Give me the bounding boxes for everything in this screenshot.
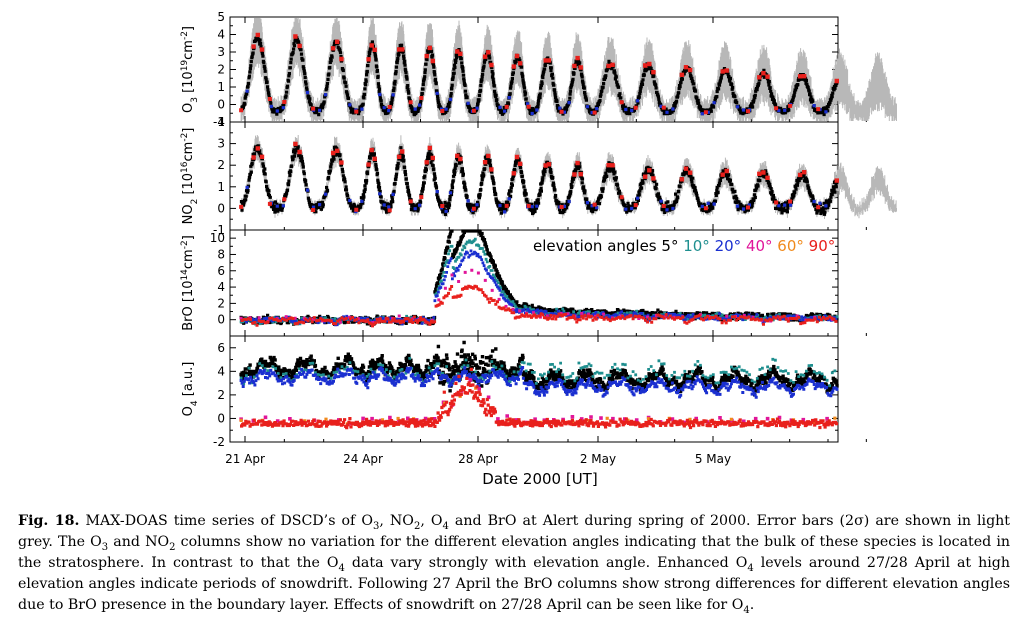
- y-tick-label: 2: [217, 388, 225, 402]
- y-title-sup2: -2: [180, 240, 190, 249]
- y-tick-label: -1: [213, 115, 225, 129]
- y-title-rest: [a.u.]: [181, 362, 196, 401]
- y-tick-label: 2: [217, 296, 225, 310]
- y-axis-title-o3: O3 [1019cm-2]: [180, 26, 200, 113]
- x-axis: 21 Apr 24 Apr 28 Apr 2 May 5 May Date 2000 [U…: [225, 452, 731, 488]
- y-tick-label: 6: [217, 264, 225, 278]
- y-tick-label: 4: [217, 280, 225, 294]
- legend-entry-60deg: 60°: [777, 237, 808, 255]
- legend-entry-40deg: 40°: [746, 237, 777, 255]
- series-20deg: [240, 249, 838, 327]
- y-title-sub: 3: [190, 97, 200, 103]
- data-points-o3: [239, 18, 897, 121]
- y-title-main: NO: [181, 204, 196, 224]
- y-tick-label: 0: [217, 313, 225, 327]
- y-title-sup2: -2: [180, 31, 190, 40]
- y-tick-label: 4: [217, 28, 225, 42]
- y-ticks-o4: -2 0 2 4 6: [213, 341, 838, 449]
- y-ticks-no2: -1 0 1 2 3 4: [213, 115, 838, 237]
- series-20deg: [239, 185, 828, 214]
- x-tick-label: 24 Apr: [343, 452, 383, 466]
- y-tick-label: 2: [217, 63, 225, 77]
- legend-text: elevation angles 5° 10° 20° 40° 60° 90°: [533, 237, 835, 255]
- y-tick-label: 0: [217, 411, 225, 425]
- series-10deg: [239, 357, 837, 388]
- data-points-bro: [239, 229, 839, 328]
- y-title-sup: 14: [180, 269, 190, 281]
- panel-bro: 0 2 4 6 8 10 BrO [1014cm-2]: [180, 229, 867, 337]
- y-tick-label: 4: [217, 364, 225, 378]
- y-tick-label: -2: [213, 435, 225, 449]
- legend-entry-20deg: 20°: [715, 237, 746, 255]
- y-tick-label: 1: [217, 80, 225, 94]
- y-axis-title-o4: O4 [a.u.]: [181, 362, 200, 417]
- legend-title: elevation angles: [533, 237, 661, 255]
- y-tick-label: 0: [217, 98, 225, 112]
- x-tick-label: 2 May: [580, 452, 616, 466]
- elevation-legend: elevation angles 5° 10° 20° 40° 60° 90°: [533, 237, 835, 255]
- y-tick-label: 3: [217, 137, 225, 151]
- y-title-sub: 2: [190, 199, 200, 205]
- y-tick-label: 1: [217, 180, 225, 194]
- y-tick-label: 3: [217, 45, 225, 59]
- y-title-close: ]: [181, 128, 196, 133]
- data-points-o4: [239, 340, 839, 430]
- series-5deg: [239, 340, 839, 397]
- x-tick-label: 28 Apr: [458, 452, 498, 466]
- y-title-unit: cm: [181, 40, 196, 60]
- y-title-unit: cm: [181, 249, 196, 269]
- caption-text: MAX-DOAS time series of DSCD’s of O3, NO…: [18, 513, 1011, 616]
- y-title-close: ]: [181, 235, 196, 240]
- y-title-main: O: [181, 406, 196, 416]
- series-90deg: [240, 284, 838, 328]
- y-tick-label: -1: [213, 223, 225, 237]
- figure-caption: Fig. 18. MAX-DOAS time series of DSCD’s …: [18, 511, 1010, 616]
- y-title-main: BrO [10: [181, 281, 196, 331]
- y-axis-title-bro: BrO [1014cm-2]: [180, 235, 196, 331]
- y-tick-label: 4: [217, 115, 225, 129]
- x-axis-title: Date 2000 [UT]: [482, 470, 597, 488]
- series-90deg: [240, 367, 839, 430]
- y-title-sup: 16: [180, 161, 190, 173]
- y-title-main: O: [181, 103, 196, 113]
- legend-entry-5deg: 5°: [661, 237, 683, 255]
- y-title-close: ]: [181, 26, 196, 31]
- y-tick-label: 10: [210, 231, 225, 245]
- y-title-open: [10: [181, 71, 196, 97]
- series-5deg: [239, 144, 839, 217]
- series-5deg: [239, 34, 839, 117]
- legend-entry-90deg: 90°: [809, 237, 836, 255]
- y-title-open: [10: [181, 173, 196, 199]
- y-tick-label: 5: [217, 10, 225, 24]
- series-20deg: [239, 366, 839, 399]
- y-title-unit: cm: [181, 142, 196, 162]
- y-tick-label: 8: [217, 247, 225, 261]
- y-title-sup: 19: [180, 60, 190, 72]
- data-points-no2: [239, 135, 897, 220]
- y-tick-label: 0: [217, 201, 225, 215]
- x-tick-label: 5 May: [695, 452, 731, 466]
- y-title-sub: 4: [190, 400, 200, 406]
- y-tick-label: 2: [217, 158, 225, 172]
- caption-label: Fig. 18.: [18, 513, 80, 529]
- legend-entry-10deg: 10°: [683, 237, 714, 255]
- y-title-sup2: -2: [180, 133, 190, 142]
- x-tick-label: 21 Apr: [225, 452, 265, 466]
- y-tick-label: 6: [217, 341, 225, 355]
- y-axis-title-no2: NO2 [1016cm-2]: [180, 128, 200, 225]
